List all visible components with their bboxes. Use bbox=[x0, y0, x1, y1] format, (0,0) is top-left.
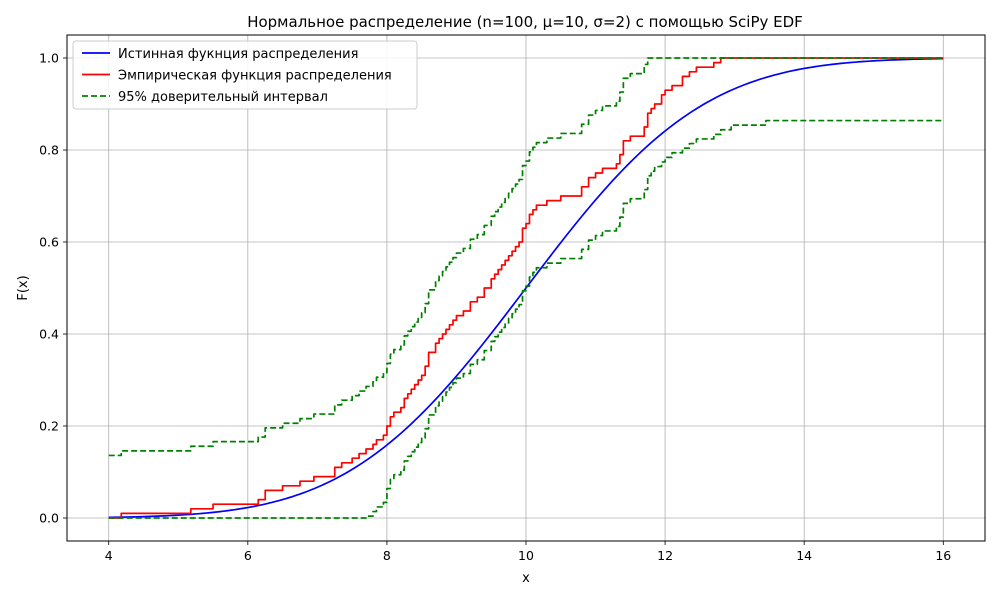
legend-box bbox=[72, 40, 418, 110]
y-tick-label: 0.8 bbox=[39, 143, 59, 158]
legend-label-true-cdf: Истинная фукнция распределения bbox=[118, 47, 358, 62]
legend: Истинная фукнция распределения Эмпиричес… bbox=[72, 40, 418, 110]
legend-label-ci: 95% доверительный интервал bbox=[118, 90, 328, 105]
x-tick-label: 12 bbox=[657, 548, 673, 563]
x-axis-label: x bbox=[522, 571, 530, 586]
y-tick-label: 0.0 bbox=[39, 511, 59, 526]
series-step-line bbox=[108, 57, 944, 519]
series-band_lower-line bbox=[108, 119, 944, 519]
x-ticks: 4 6 8 10 12 14 16 bbox=[105, 541, 951, 563]
chart-title: Нормальное распределение (n=100, μ=10, σ… bbox=[247, 13, 803, 31]
y-axis-label: F(x) bbox=[16, 275, 31, 300]
x-tick-label: 4 bbox=[105, 548, 113, 563]
y-tick-label: 0.6 bbox=[39, 235, 59, 250]
legend-label-edf: Эмпирическая функция распределения bbox=[118, 69, 392, 84]
y-ticks: 0.0 0.2 0.4 0.6 0.8 1.0 bbox=[39, 51, 67, 526]
x-tick-label: 8 bbox=[383, 548, 391, 563]
plot-lines bbox=[108, 57, 944, 519]
y-tick-label: 0.4 bbox=[39, 327, 59, 342]
x-tick-label: 10 bbox=[518, 548, 534, 563]
x-tick-label: 6 bbox=[244, 548, 252, 563]
series-normal_cdf-line bbox=[108, 57, 944, 519]
x-tick-label: 16 bbox=[935, 548, 951, 563]
y-tick-label: 0.2 bbox=[39, 419, 59, 434]
y-tick-label: 1.0 bbox=[39, 51, 59, 66]
series-band_upper-line bbox=[108, 57, 944, 457]
x-tick-label: 14 bbox=[796, 548, 812, 563]
